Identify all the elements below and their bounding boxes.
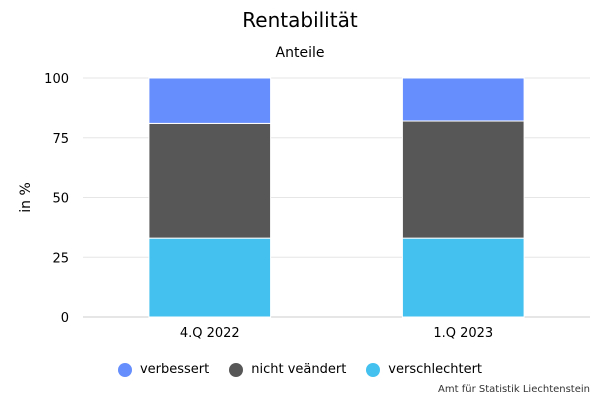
y-tick-label: 100 [44, 72, 69, 87]
bar-segment[interactable] [401, 77, 525, 122]
bar-segment[interactable] [148, 237, 272, 318]
legend-marker-icon [229, 362, 244, 377]
legend-item-verschlechtert[interactable]: verschlechtert [366, 362, 482, 377]
y-tick-label: 50 [52, 192, 69, 207]
legend-marker-icon [366, 362, 381, 377]
x-tick-label: 1.Q 2023 [433, 326, 493, 341]
x-tick-label: 4.Q 2022 [180, 326, 240, 341]
bar-segment[interactable] [401, 120, 525, 239]
legend-label: verbessert [139, 362, 210, 377]
chart-subtitle: Anteile [275, 45, 325, 61]
legend-item-verbessert[interactable]: verbessert [117, 362, 210, 377]
chart-title: Rentabilität [242, 8, 358, 32]
bar-segment[interactable] [148, 122, 272, 239]
legend-marker-icon [117, 362, 132, 377]
y-axis-title: in % [18, 182, 34, 213]
legend-label: verschlechtert [388, 362, 483, 377]
bar-segment[interactable] [148, 77, 272, 124]
legend-label: nicht veändert [251, 362, 347, 377]
credits: Amt für Statistik Liechtenstein [438, 384, 590, 395]
y-tick-label: 25 [52, 251, 69, 266]
bar-segment[interactable] [401, 237, 525, 318]
y-tick-label: 75 [52, 132, 69, 147]
legend: verbessert nicht veändert verschlechtert [0, 362, 600, 377]
legend-item-nicht-veaendert[interactable]: nicht veändert [229, 362, 346, 377]
y-tick-label: 0 [61, 311, 69, 326]
